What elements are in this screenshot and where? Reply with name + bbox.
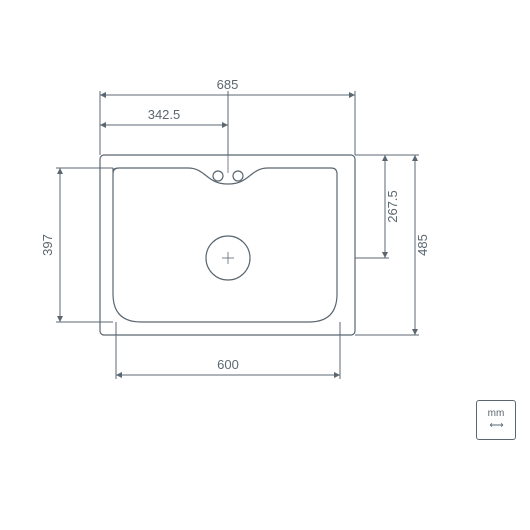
svg-text:485: 485 (415, 234, 430, 256)
technical-drawing: 685 342.5 600 485 267.5 397 (0, 0, 530, 530)
svg-text:397: 397 (40, 234, 55, 256)
units-arrow-icon: ⟷ (489, 421, 502, 431)
units-badge: mm ⟷ (476, 400, 516, 440)
svg-text:600: 600 (217, 357, 239, 372)
svg-text:267.5: 267.5 (385, 190, 400, 223)
svg-text:342.5: 342.5 (148, 107, 181, 122)
svg-text:685: 685 (217, 77, 239, 92)
units-label: mm (488, 409, 505, 419)
